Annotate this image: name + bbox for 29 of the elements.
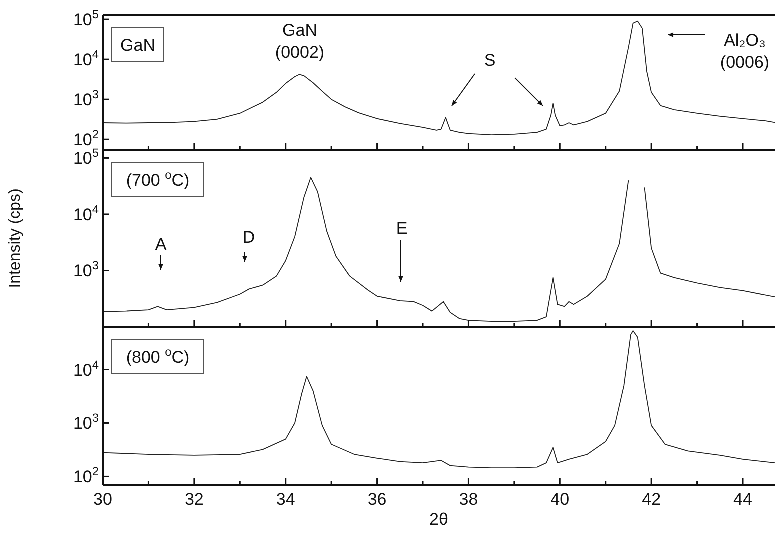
x-tick-label: 40 xyxy=(550,490,570,509)
x-tick-label: 42 xyxy=(642,490,662,509)
text: (700 $^{o}$C) xyxy=(126,168,190,190)
x-tick-label: 36 xyxy=(368,490,387,509)
x-tick-label: 34 xyxy=(276,490,296,509)
annotation: GaN (0002) xyxy=(275,21,325,62)
y-tick-label: 10$^{3}$ xyxy=(73,88,100,110)
line-series xyxy=(102,20,776,136)
y-tick-label: 10$^{4}$ xyxy=(73,48,100,70)
x-tick-label: 32 xyxy=(184,490,204,509)
annotation: E xyxy=(396,219,408,238)
annotation: S xyxy=(484,51,496,70)
y-tick-label: 10$^{2}$ xyxy=(73,464,100,487)
y-tick-label: 10$^{5}$ xyxy=(73,8,100,30)
y-axis-title: Intensity (cps) xyxy=(7,188,24,288)
annotation: D xyxy=(242,228,256,247)
line-series xyxy=(102,330,776,469)
y-tick-label: 10$^{4}$ xyxy=(73,358,100,380)
text: GaN xyxy=(120,36,156,55)
x-tick-label: 30 xyxy=(94,490,112,509)
y-tick-label: 10$^{4}$ xyxy=(73,202,100,224)
x-axis-title: 2θ xyxy=(430,510,448,529)
x-tick-label: 44 xyxy=(734,490,752,509)
text: (800 $^{o}$C) xyxy=(126,345,190,367)
x-tick-label: 38 xyxy=(459,490,478,509)
annotation: Al₂O₃ (0006) xyxy=(720,31,770,72)
annotation: A xyxy=(155,235,168,254)
y-tick-label: 10$^{3}$ xyxy=(73,258,100,281)
y-tick-label: 10$^{3}$ xyxy=(73,411,100,434)
